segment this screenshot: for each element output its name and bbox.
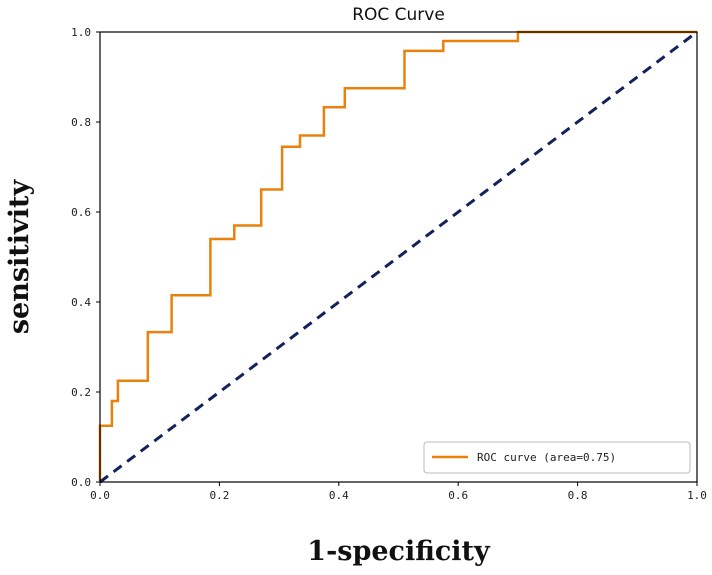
y-tick-label: 0.8	[71, 116, 91, 129]
legend: ROC curve (area=0.75)	[423, 441, 691, 474]
x-tick-label: 0.2	[209, 489, 229, 502]
legend-box	[423, 441, 691, 474]
chart-title: ROC Curve	[352, 5, 445, 25]
y-axis-label-group: sensitivity	[4, 179, 35, 335]
ticks: 0.0 0.2 0.4 0.6 0.8 1.0 0.0 0.2 0.4 0.6 0.8 1.0	[71, 26, 707, 502]
y-tick-label: 0.6	[71, 206, 91, 219]
plot-frame	[99, 31, 698, 483]
x-tick-label: 0.8	[568, 489, 588, 502]
y-tick-label: 0.0	[71, 476, 91, 489]
series-group	[98, 30, 698, 484]
legend-label: ROC curve (area=0.75)	[477, 451, 616, 464]
y-tick-label: 1.0	[71, 26, 91, 39]
x-tick-label: 0.6	[448, 489, 468, 502]
roc-curve-line	[98, 30, 697, 482]
y-axis-label: sensitivity	[4, 179, 35, 335]
x-tick-label: 0.0	[90, 489, 110, 502]
x-axis-label: 1-specificity	[307, 536, 491, 567]
x-tick-label: 1.0	[687, 489, 707, 502]
chance-diagonal-line	[99, 30, 698, 484]
x-tick-label: 0.4	[329, 489, 349, 502]
y-tick-label: 0.4	[71, 296, 91, 309]
y-tick-label: 0.2	[71, 386, 91, 399]
